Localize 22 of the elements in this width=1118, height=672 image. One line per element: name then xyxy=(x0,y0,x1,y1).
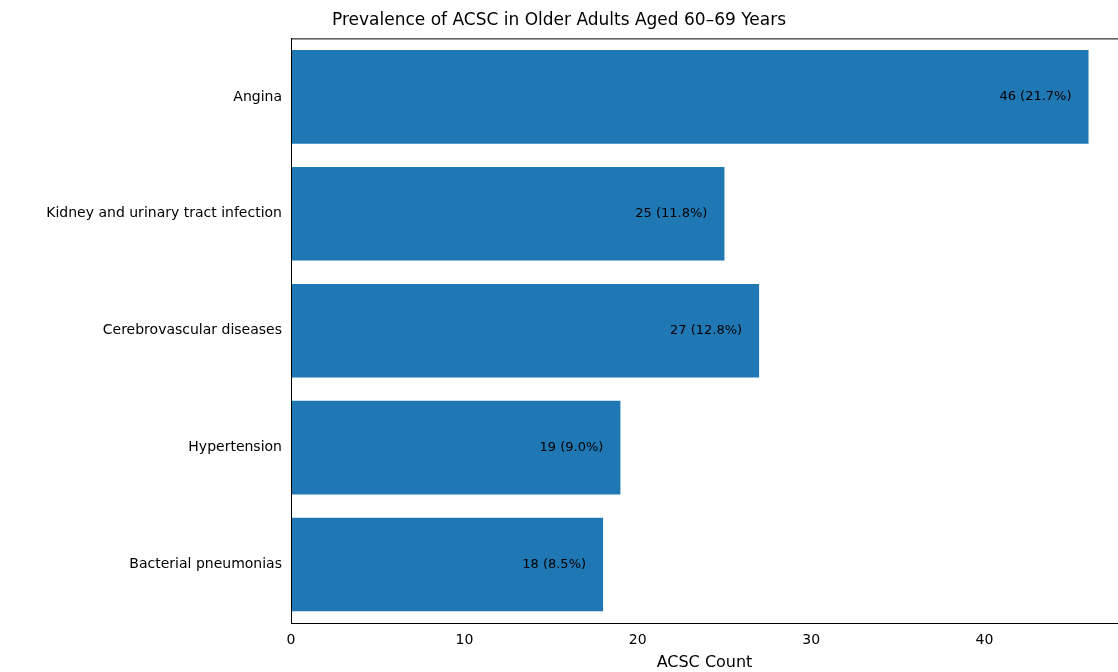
data-label: 18 (8.5%) xyxy=(522,555,587,571)
x-tick-label: 30 xyxy=(802,631,821,648)
data-label: 25 (11.8%) xyxy=(635,205,708,221)
y-tick-label: Cerebrovascular diseases xyxy=(102,321,282,338)
y-tick-label: Hypertension xyxy=(188,438,282,455)
bar xyxy=(291,400,621,495)
x-tick-label: 20 xyxy=(628,631,647,648)
y-tick-label: Bacterial pneumonias xyxy=(129,555,282,572)
x-axis-title: ACSC Count xyxy=(656,651,753,671)
x-tick-label: 10 xyxy=(455,631,474,648)
data-label: 27 (12.8%) xyxy=(669,322,743,338)
bar xyxy=(291,517,604,612)
bar xyxy=(291,167,725,261)
data-label: 19 (9.0%) xyxy=(539,438,604,454)
x-tick-label: 0 xyxy=(286,631,296,648)
x-tick-label: 40 xyxy=(975,631,994,648)
bar xyxy=(291,50,1089,144)
y-tick-label: Kidney and urinary tract infection xyxy=(46,204,282,221)
chart-title: Prevalence of ACSC in Older Adults Aged 60–69 Years xyxy=(331,8,787,29)
bar xyxy=(291,283,760,378)
data-label: 46 (21.7%) xyxy=(999,88,1072,104)
y-tick-label: Angina xyxy=(233,87,282,104)
